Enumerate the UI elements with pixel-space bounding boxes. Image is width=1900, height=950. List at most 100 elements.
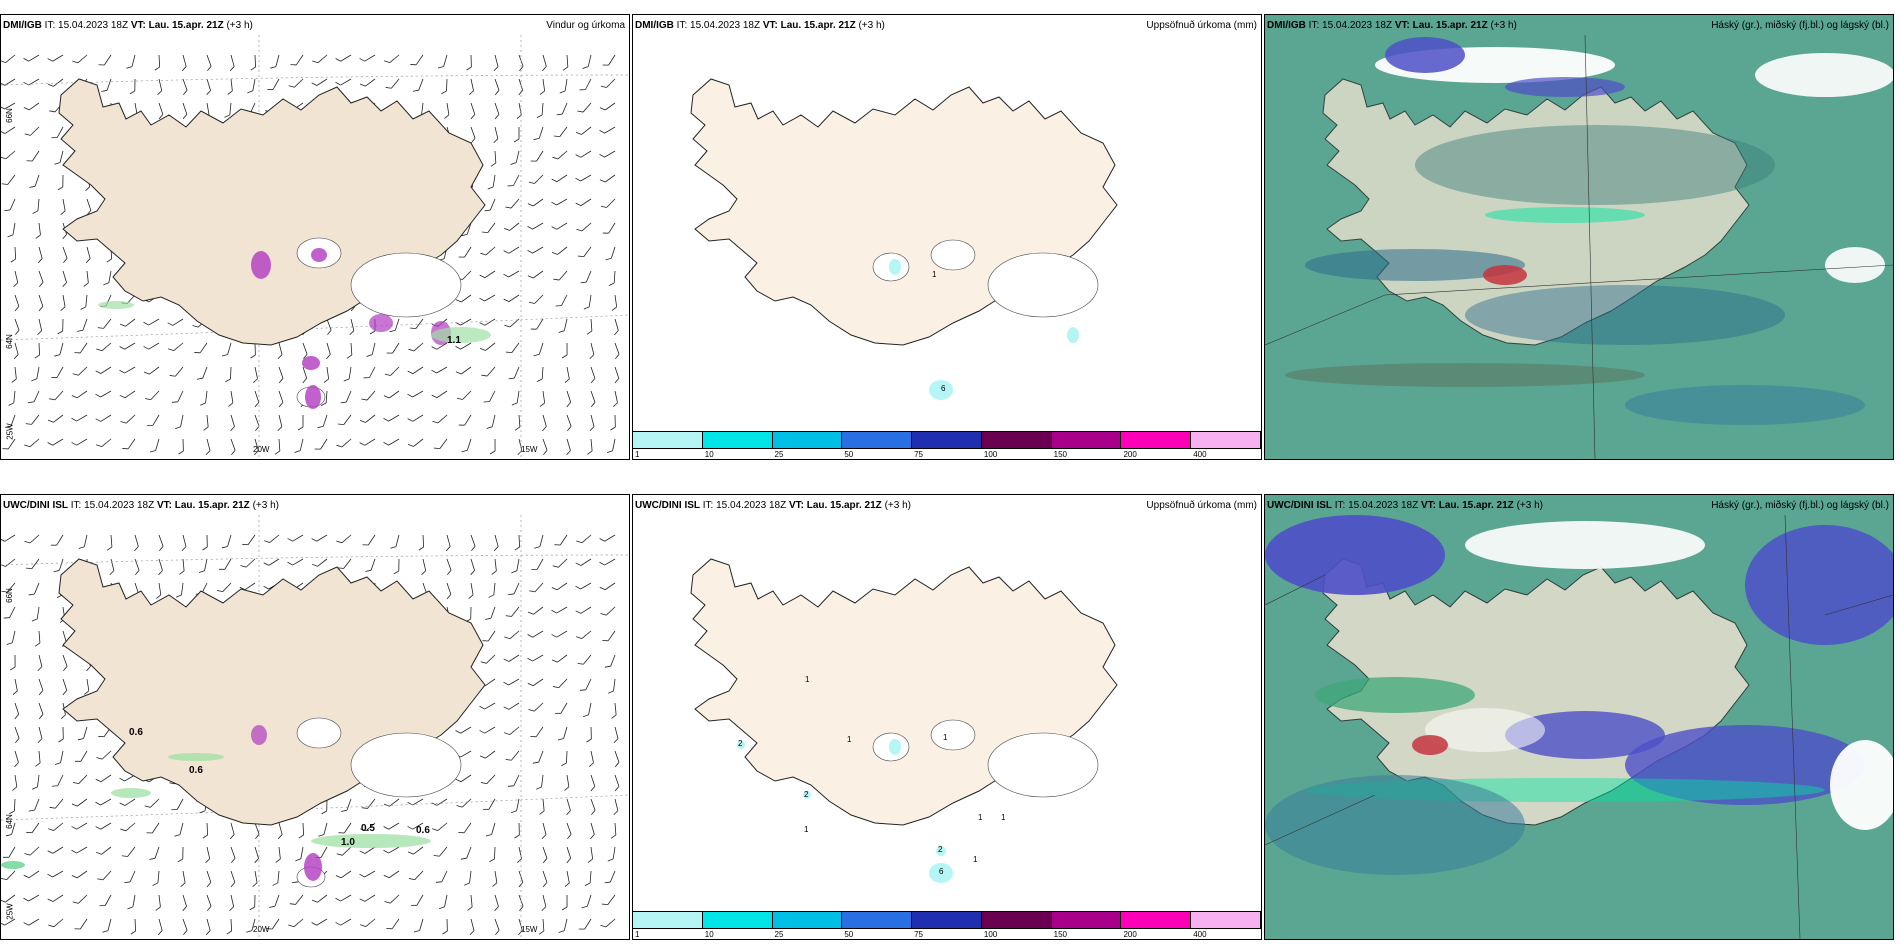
wind-barb xyxy=(489,870,498,887)
wind-barb xyxy=(575,122,592,137)
wind-barb xyxy=(527,674,544,688)
wind-barb xyxy=(201,822,209,839)
wind-barb xyxy=(384,890,400,906)
it-label: IT: xyxy=(676,20,688,31)
it-value: 15.04.2023 18Z xyxy=(716,500,787,511)
wind-barb xyxy=(460,844,472,862)
wind-barb xyxy=(527,194,544,209)
wind-barb xyxy=(1,50,16,65)
wind-barb xyxy=(504,314,520,330)
wind-barb xyxy=(359,434,376,448)
colorbar-ticks: 1 10 25 50 75 100 150 200 400 xyxy=(633,449,1261,459)
wind-barb xyxy=(57,198,67,216)
wind-barb xyxy=(294,437,304,454)
lon-label-15: 15W xyxy=(521,445,538,454)
colorbar-tick-label: 200 xyxy=(1123,930,1137,939)
wind-barb xyxy=(536,102,544,119)
wind-barb xyxy=(575,170,592,183)
wind-barb xyxy=(71,818,88,832)
wind-barb xyxy=(57,294,66,312)
wind-barb xyxy=(9,294,21,312)
wind-barb xyxy=(609,726,620,744)
wind-barb xyxy=(505,339,520,356)
colorbar-swatch xyxy=(1191,912,1261,928)
wind-barb xyxy=(54,149,64,166)
wind-barb xyxy=(196,364,208,382)
colorbar-tick-label: 100 xyxy=(983,450,998,459)
wind-barb xyxy=(513,870,525,888)
wind-barb xyxy=(335,866,352,880)
cloud-map xyxy=(1265,514,1893,939)
wind-barb xyxy=(503,722,520,737)
wind-barb xyxy=(33,750,41,767)
accum-value: 6 xyxy=(941,384,946,393)
wind-barb xyxy=(383,386,400,401)
wind-barb xyxy=(505,603,520,620)
wind-barb xyxy=(441,918,448,935)
wind-barb xyxy=(552,554,568,570)
wind-barb xyxy=(485,821,496,838)
wind-barb xyxy=(225,894,235,912)
wind-barb xyxy=(152,870,160,887)
wind-barb xyxy=(503,650,520,664)
wind-barb xyxy=(28,796,40,814)
wind-barb xyxy=(71,866,88,881)
wind-barb xyxy=(553,123,568,140)
colorbar-swatch xyxy=(912,432,982,448)
wind-barb xyxy=(1,122,16,136)
wind-barb xyxy=(527,218,544,232)
wind-barb xyxy=(505,747,520,763)
wind-barb xyxy=(167,338,184,353)
wind-barb xyxy=(129,918,137,935)
wind-barb xyxy=(479,746,496,761)
wind-barb xyxy=(561,774,570,791)
wind-barb xyxy=(585,390,597,408)
wind-barb xyxy=(266,76,280,93)
wind-barb xyxy=(47,914,64,930)
wind-barb xyxy=(337,411,352,428)
colorbar-tick-label: 150 xyxy=(1053,930,1068,939)
colorbar-tick-label: 1 xyxy=(635,930,640,939)
wind-barb xyxy=(602,51,616,69)
wind-barb xyxy=(489,150,497,167)
wind-barb xyxy=(23,914,40,928)
wind-barb xyxy=(25,411,40,428)
wind-barb xyxy=(3,196,16,214)
cloud-map xyxy=(1265,34,1893,459)
wind-barb xyxy=(580,268,592,286)
wind-barb xyxy=(9,726,21,744)
wind-barb xyxy=(50,124,64,141)
wind-barb xyxy=(201,78,212,96)
colorbar-swatch xyxy=(1121,432,1192,448)
wind-barb xyxy=(345,342,353,359)
wind-barb xyxy=(8,798,16,815)
cloud-layers xyxy=(1265,515,1893,915)
colorbar-tick-label: 400 xyxy=(1193,450,1207,459)
panel-title: Uppsöfnuð úrkoma (mm) xyxy=(1146,500,1257,511)
wind-barb xyxy=(96,867,112,883)
wind-map xyxy=(1,35,629,459)
wind-barb xyxy=(287,554,304,567)
wind-barb xyxy=(317,821,328,838)
wind-barb xyxy=(364,556,376,574)
wind-barb xyxy=(585,438,593,455)
colorbar-swatch xyxy=(1051,432,1122,448)
colorbar-swatch xyxy=(842,912,913,928)
wind-barb xyxy=(488,846,496,863)
wind-barb xyxy=(363,364,376,381)
wind-barb xyxy=(81,678,90,695)
precip-value: 1.0 xyxy=(341,837,355,848)
it-value: 15.04.2023 18Z xyxy=(1348,500,1419,511)
wind-barb xyxy=(482,627,496,644)
wind-barb xyxy=(95,386,112,399)
wind-barb xyxy=(95,338,112,354)
model-name: UWC/DINI ISL xyxy=(3,500,68,511)
wind-barb xyxy=(105,534,113,551)
wind-barb xyxy=(599,170,616,185)
wind-barb xyxy=(287,914,304,930)
wind-barb xyxy=(537,414,548,432)
wind-barb xyxy=(585,726,592,743)
wind-barb xyxy=(2,844,16,861)
vt-value: Lau. 15.apr. 21Z xyxy=(174,500,250,511)
wind-barb xyxy=(507,772,520,789)
